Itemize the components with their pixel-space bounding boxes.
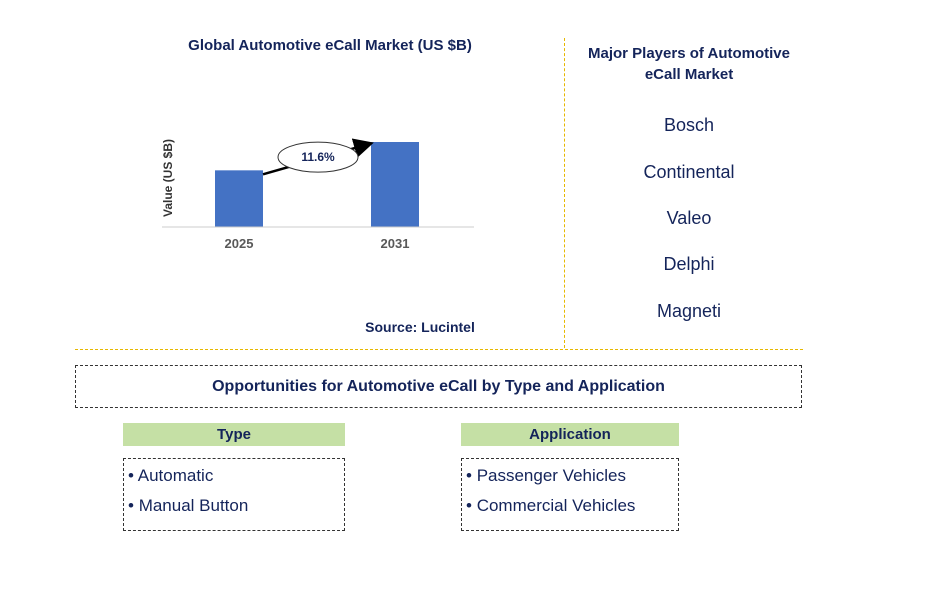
horizontal-divider	[75, 349, 803, 350]
cagr-ellipse	[277, 141, 359, 173]
type-item: Manual Button	[138, 496, 249, 515]
list-item: • Commercial Vehicles	[466, 496, 636, 515]
y-axis-label: Value (US $B)	[161, 139, 175, 217]
vertical-divider	[564, 38, 565, 348]
chart-title: Global Automotive eCall Market (US $B)	[188, 37, 472, 54]
cagr-label: 11.6%	[301, 150, 335, 164]
application-item: Passenger Vehicles	[476, 466, 627, 485]
player-name: Delphi	[663, 254, 715, 274]
bar-2031	[371, 142, 419, 227]
type-item: Automatic	[137, 466, 214, 485]
bar-2025	[215, 170, 263, 227]
opportunities-title-box: Opportunities for Automotive eCall by Ty…	[75, 365, 802, 408]
x-tick-label: 2025	[225, 236, 254, 251]
list-item: • Passenger Vehicles	[466, 466, 627, 485]
players-title: Major Players of Automotive eCall Market	[588, 45, 790, 83]
list-item: • Manual Button	[128, 496, 249, 515]
list-item: • Automatic	[128, 466, 214, 485]
type-header: Type	[123, 423, 345, 446]
player-name: Continental	[643, 162, 735, 182]
source-label: Source: Lucintel	[365, 319, 475, 335]
application-list: • Passenger Vehicles • Commercial Vehicl…	[461, 458, 679, 531]
application-item: Commercial Vehicles	[476, 496, 636, 515]
player-name: Magneti	[656, 301, 722, 321]
player-name: Bosch	[663, 115, 715, 135]
player-name: Valeo	[666, 208, 712, 228]
application-header: Application	[461, 423, 679, 446]
opportunities-title: Opportunities for Automotive eCall by Ty…	[212, 377, 665, 395]
type-list: • Automatic • Manual Button	[123, 458, 345, 531]
x-tick-label: 2031	[381, 236, 410, 251]
bar-chart: Value (US $B) 11.6% 2025 2031	[161, 138, 474, 251]
